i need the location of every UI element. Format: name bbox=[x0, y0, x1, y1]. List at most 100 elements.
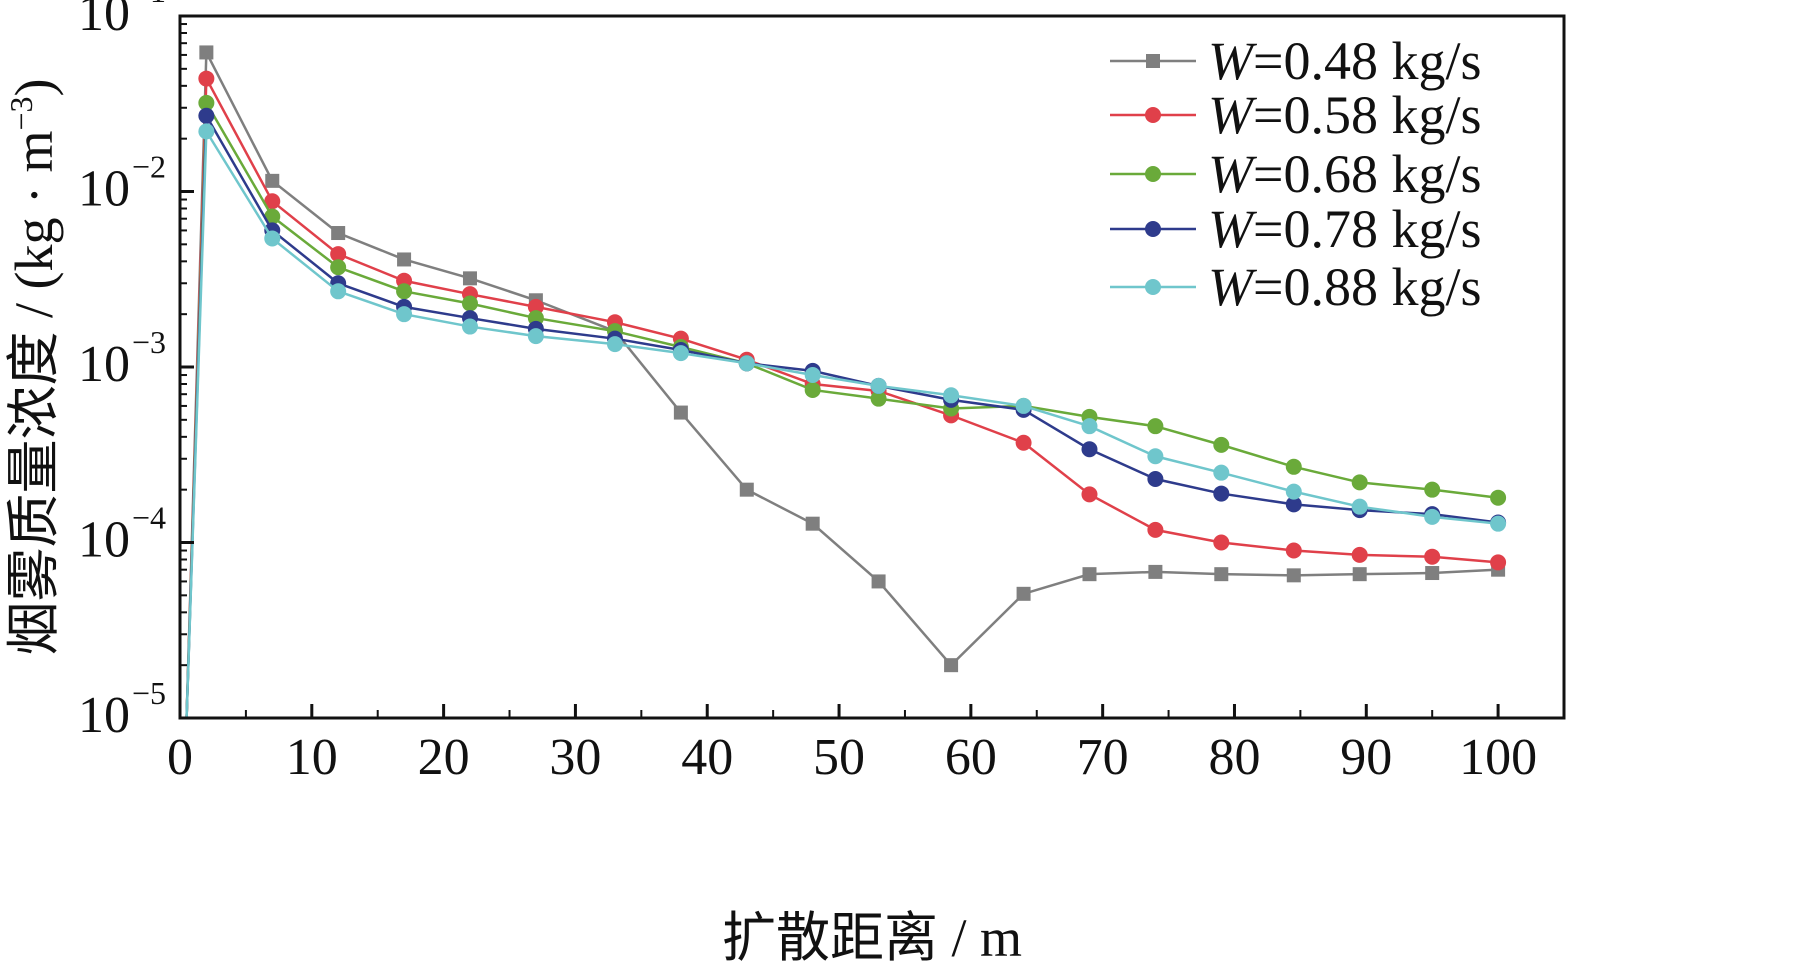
legend-label: W=0.48 kg/s bbox=[1208, 31, 1481, 91]
data-point bbox=[1424, 508, 1441, 525]
y-axis-title: 烟雾质量浓度 / (kg · m−3) bbox=[3, 78, 64, 655]
legend-label: W=0.78 kg/s bbox=[1208, 199, 1481, 259]
legend-marker bbox=[1145, 166, 1161, 182]
data-point bbox=[331, 226, 346, 241]
y-tick-exponent: −5 bbox=[132, 675, 166, 711]
legend-label: W=0.88 kg/s bbox=[1208, 257, 1481, 317]
data-point bbox=[1015, 434, 1032, 451]
data-point bbox=[804, 367, 821, 384]
data-point bbox=[265, 173, 280, 188]
data-point bbox=[1490, 515, 1507, 532]
y-tick-base: 10 bbox=[78, 512, 130, 569]
series-4 bbox=[185, 123, 1507, 719]
data-point bbox=[1081, 441, 1098, 458]
data-point bbox=[1147, 448, 1164, 465]
data-point bbox=[606, 336, 623, 353]
x-tick-label: 90 bbox=[1340, 729, 1392, 786]
y-tick-exponent: −1 bbox=[132, 0, 166, 9]
x-tick-label: 50 bbox=[813, 729, 865, 786]
data-point bbox=[1213, 464, 1230, 481]
legend-label: W=0.58 kg/s bbox=[1208, 85, 1481, 145]
y-tick-base: 10 bbox=[78, 161, 130, 218]
y-tick-label: 10 bbox=[78, 512, 130, 569]
data-point bbox=[1285, 542, 1302, 559]
y-axis-title-main: 烟雾质量浓度 / (kg · m bbox=[4, 131, 64, 656]
data-point bbox=[1490, 489, 1507, 506]
data-point bbox=[1424, 481, 1441, 498]
data-point bbox=[264, 193, 281, 210]
legend-label-value: =0.88 kg/s bbox=[1253, 257, 1481, 317]
data-point bbox=[198, 94, 215, 111]
y-axis-title-close: ) bbox=[4, 78, 64, 96]
data-point bbox=[1285, 458, 1302, 475]
legend-marker bbox=[1145, 279, 1161, 295]
data-point bbox=[1147, 521, 1164, 538]
data-point bbox=[871, 574, 886, 589]
legend-label-var: W bbox=[1208, 257, 1258, 317]
data-point bbox=[1213, 485, 1230, 502]
legend-label-value: =0.68 kg/s bbox=[1253, 144, 1481, 204]
data-point bbox=[943, 387, 960, 404]
data-point bbox=[739, 482, 754, 497]
data-point bbox=[1147, 418, 1164, 435]
data-point bbox=[1351, 474, 1368, 491]
data-point bbox=[1147, 471, 1164, 488]
data-point bbox=[1285, 496, 1302, 513]
data-point bbox=[1082, 567, 1097, 582]
y-tick-label: 10 bbox=[78, 336, 130, 393]
data-point bbox=[870, 390, 887, 407]
data-point bbox=[396, 306, 413, 323]
data-point bbox=[397, 252, 412, 267]
legend-marker bbox=[1145, 221, 1161, 237]
data-point bbox=[527, 298, 544, 315]
legend-label-var: W bbox=[1208, 199, 1258, 259]
legend-label-value: =0.48 kg/s bbox=[1253, 31, 1481, 91]
data-point bbox=[1214, 567, 1229, 582]
legend-label-var: W bbox=[1208, 144, 1258, 204]
x-tick-label: 100 bbox=[1459, 729, 1537, 786]
y-axis-title-sup: −3 bbox=[3, 96, 39, 130]
data-point bbox=[1424, 548, 1441, 565]
y-tick-exponent: −3 bbox=[132, 324, 166, 360]
y-tick-exponent: −4 bbox=[132, 500, 166, 536]
data-point bbox=[1016, 586, 1031, 601]
x-tick-label: 10 bbox=[286, 729, 338, 786]
legend-label-var: W bbox=[1208, 31, 1258, 91]
data-point bbox=[264, 230, 281, 247]
data-point bbox=[330, 246, 347, 263]
data-point bbox=[264, 208, 281, 225]
y-tick-label: 10 bbox=[78, 161, 130, 218]
legend-label-value: =0.78 kg/s bbox=[1253, 199, 1481, 259]
legend-marker bbox=[1146, 54, 1160, 68]
x-tick-label: 0 bbox=[167, 729, 193, 786]
data-point bbox=[1148, 564, 1163, 579]
x-tick-label: 40 bbox=[681, 729, 733, 786]
legend: W=0.48 kg/sW=0.58 kg/sW=0.68 kg/sW=0.78 … bbox=[1110, 31, 1481, 317]
data-point bbox=[1081, 486, 1098, 503]
data-point bbox=[198, 107, 215, 124]
data-point bbox=[527, 328, 544, 345]
series-layer bbox=[185, 45, 1507, 719]
data-point bbox=[330, 259, 347, 276]
data-point bbox=[1351, 546, 1368, 563]
y-tick-label: 10 bbox=[78, 0, 130, 42]
data-point bbox=[330, 283, 347, 300]
data-point bbox=[461, 318, 478, 335]
x-tick-label: 20 bbox=[418, 729, 470, 786]
x-tick-label: 60 bbox=[945, 729, 997, 786]
data-point bbox=[673, 405, 688, 420]
data-point bbox=[870, 377, 887, 394]
legend-label-var: W bbox=[1208, 85, 1258, 145]
x-tick-label: 70 bbox=[1077, 729, 1129, 786]
data-point bbox=[805, 516, 820, 531]
x-axis-title: 扩散距离 / m bbox=[722, 908, 1022, 968]
data-point bbox=[1285, 483, 1302, 500]
data-point bbox=[396, 283, 413, 300]
y-tick-base: 10 bbox=[78, 0, 130, 42]
y-tick-base: 10 bbox=[78, 336, 130, 393]
data-point bbox=[1213, 534, 1230, 551]
data-point bbox=[462, 271, 477, 286]
data-point bbox=[1425, 566, 1440, 581]
y-tick-exponent: −2 bbox=[132, 149, 166, 185]
